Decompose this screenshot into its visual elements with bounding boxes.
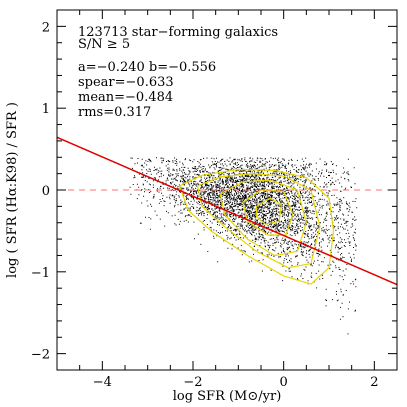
x-tick-label: 2	[370, 375, 378, 390]
axes-frame: −4 −2 0 2 −2 −1 0 1 2	[31, 9, 398, 390]
fit-line	[57, 136, 397, 286]
contour-level-5	[255, 197, 283, 226]
contour-level-1	[178, 168, 335, 285]
annotation-line: rms=0.317	[78, 105, 151, 120]
x-axis-label: log SFR (M⊙/yr)	[173, 389, 282, 404]
contour-level-2	[196, 172, 321, 269]
annotation-line: a=−0.240 b=−0.556	[78, 60, 216, 75]
annotation-line: S/N ≥ 5	[78, 37, 130, 52]
contour-level-4	[242, 189, 294, 236]
x-tick-label: −4	[93, 375, 112, 390]
plot-area	[57, 136, 397, 335]
x-tick-label: 0	[280, 375, 288, 390]
y-tick-label: 0	[42, 184, 50, 199]
annotation-line: spear=−0.633	[78, 75, 174, 90]
contour-group	[178, 168, 335, 285]
y-tick-label: −2	[31, 348, 50, 363]
y-tick-label: 1	[42, 102, 50, 117]
y-axis-label: log ( SFR (Hα:K98) / SFR )	[5, 102, 20, 278]
x-tick-label: −2	[183, 375, 202, 390]
y-tick-label: 2	[42, 20, 50, 35]
y-tick-label: −1	[31, 266, 50, 281]
annotation-line: mean=−0.484	[78, 90, 173, 105]
contour-level-3	[219, 179, 307, 257]
annotation-line: 123713 star−forming galaxics	[78, 25, 278, 40]
